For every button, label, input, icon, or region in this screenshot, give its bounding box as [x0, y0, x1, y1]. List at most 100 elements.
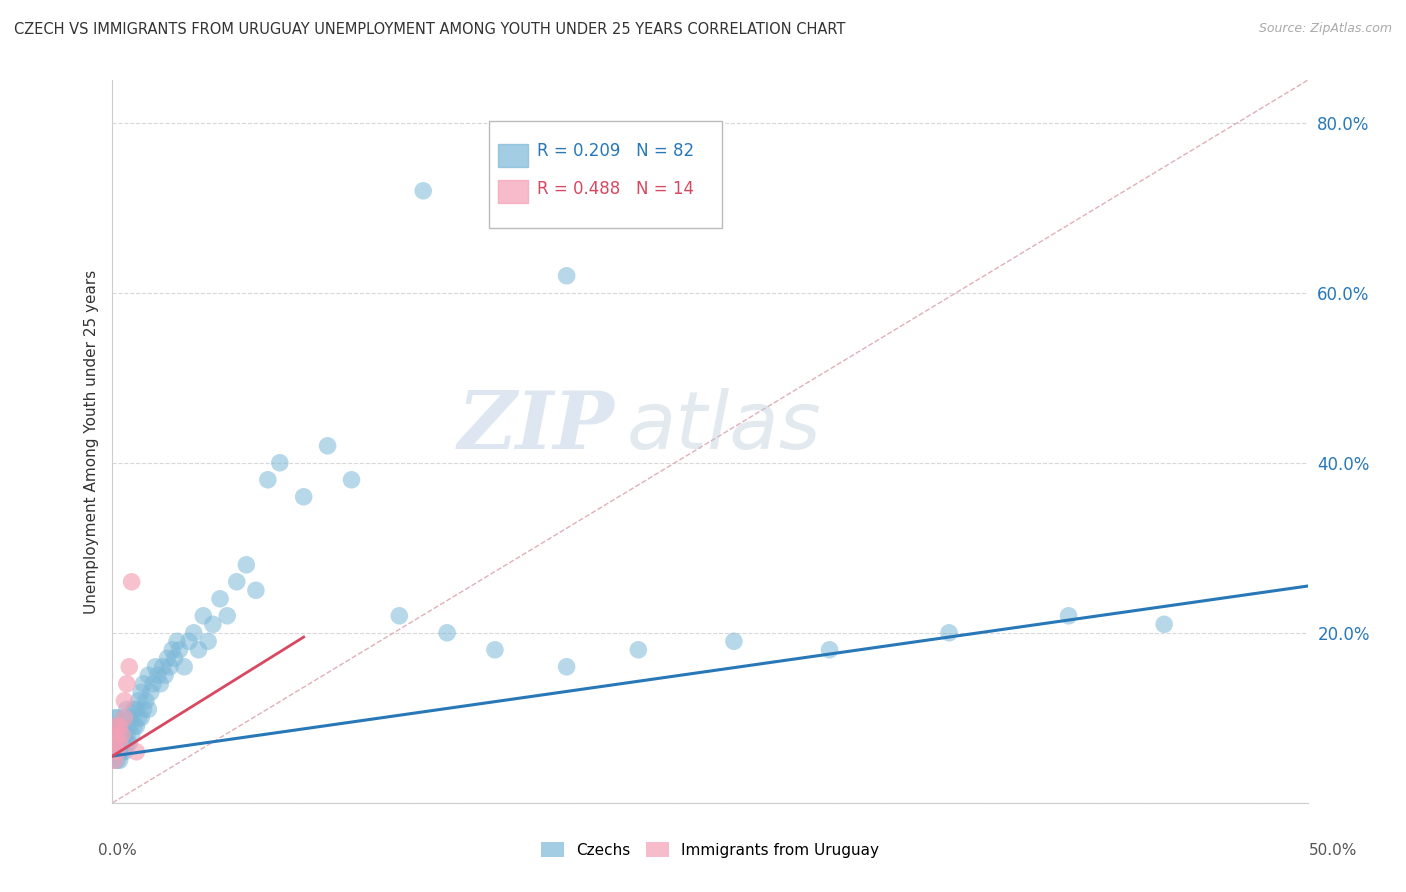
Point — [555, 660, 578, 674]
Point — [104, 736, 127, 750]
Point — [114, 745, 135, 759]
Point — [225, 574, 247, 589]
Point — [105, 745, 128, 759]
Point — [388, 608, 411, 623]
Point — [118, 736, 141, 750]
Point — [145, 660, 167, 674]
Point — [173, 660, 195, 674]
Point — [125, 719, 148, 733]
Point — [108, 736, 131, 750]
Point — [111, 745, 134, 759]
Point — [340, 473, 363, 487]
Point — [177, 634, 200, 648]
Point — [1153, 617, 1175, 632]
Point — [108, 728, 131, 742]
Point — [128, 694, 150, 708]
Point — [166, 634, 188, 648]
Point — [183, 625, 205, 640]
Point — [139, 685, 162, 699]
Point — [122, 702, 145, 716]
Point — [129, 685, 152, 699]
Point — [217, 608, 239, 623]
Point — [125, 702, 148, 716]
Point — [209, 591, 232, 606]
Point — [104, 728, 127, 742]
Point — [723, 634, 745, 648]
Point — [257, 473, 280, 487]
Point — [118, 660, 141, 674]
Point — [115, 677, 138, 691]
Point — [105, 728, 128, 742]
Point — [484, 642, 506, 657]
Point — [193, 608, 215, 623]
Point — [138, 702, 160, 716]
Point — [269, 456, 291, 470]
Text: R = 0.488   N = 14: R = 0.488 N = 14 — [537, 179, 693, 198]
Point — [938, 625, 960, 640]
Point — [104, 753, 127, 767]
Text: CZECH VS IMMIGRANTS FROM URUGUAY UNEMPLOYMENT AMONG YOUTH UNDER 25 YEARS CORRELA: CZECH VS IMMIGRANTS FROM URUGUAY UNEMPLO… — [14, 22, 845, 37]
Point — [187, 642, 209, 657]
Point — [1057, 608, 1080, 623]
Point — [115, 728, 138, 742]
Point — [149, 677, 172, 691]
Text: ZIP: ZIP — [457, 388, 614, 466]
Point — [132, 702, 155, 716]
Point — [121, 574, 143, 589]
Point — [128, 711, 150, 725]
Point — [129, 711, 152, 725]
Point — [118, 719, 141, 733]
Point — [111, 719, 134, 733]
Point — [121, 728, 143, 742]
Point — [108, 719, 131, 733]
Point — [316, 439, 339, 453]
Point — [201, 617, 224, 632]
Point — [108, 719, 131, 733]
Point — [104, 711, 127, 725]
Text: 0.0%: 0.0% — [98, 843, 138, 858]
Point — [114, 711, 135, 725]
Text: R = 0.209   N = 82: R = 0.209 N = 82 — [537, 142, 695, 160]
Point — [153, 668, 176, 682]
Point — [292, 490, 315, 504]
Bar — [499, 144, 529, 167]
Point — [436, 625, 458, 640]
Point — [156, 651, 179, 665]
Point — [152, 660, 174, 674]
Point — [135, 694, 157, 708]
Point — [105, 711, 128, 725]
Point — [115, 736, 138, 750]
Point — [132, 677, 155, 691]
Point — [162, 642, 183, 657]
Point — [159, 660, 181, 674]
Point — [111, 728, 134, 742]
Point — [114, 728, 135, 742]
Point — [104, 753, 127, 767]
Text: 50.0%: 50.0% — [1309, 843, 1357, 858]
Point — [108, 745, 131, 759]
Point — [142, 677, 165, 691]
Point — [122, 719, 145, 733]
Point — [169, 642, 191, 657]
Point — [105, 736, 128, 750]
Text: Source: ZipAtlas.com: Source: ZipAtlas.com — [1258, 22, 1392, 36]
Point — [121, 711, 143, 725]
Point — [114, 694, 135, 708]
Point — [627, 642, 650, 657]
Legend: Czechs, Immigrants from Uruguay: Czechs, Immigrants from Uruguay — [536, 836, 884, 863]
Text: atlas: atlas — [627, 388, 821, 467]
Point — [197, 634, 219, 648]
Point — [412, 184, 434, 198]
Point — [114, 711, 135, 725]
Point — [555, 268, 578, 283]
Point — [105, 745, 128, 759]
Point — [235, 558, 257, 572]
Point — [104, 719, 127, 733]
Point — [104, 745, 127, 759]
Point — [138, 668, 160, 682]
Point — [163, 651, 186, 665]
Y-axis label: Unemployment Among Youth under 25 years: Unemployment Among Youth under 25 years — [83, 269, 98, 614]
FancyBboxPatch shape — [489, 121, 723, 228]
Point — [245, 583, 267, 598]
Point — [125, 745, 148, 759]
